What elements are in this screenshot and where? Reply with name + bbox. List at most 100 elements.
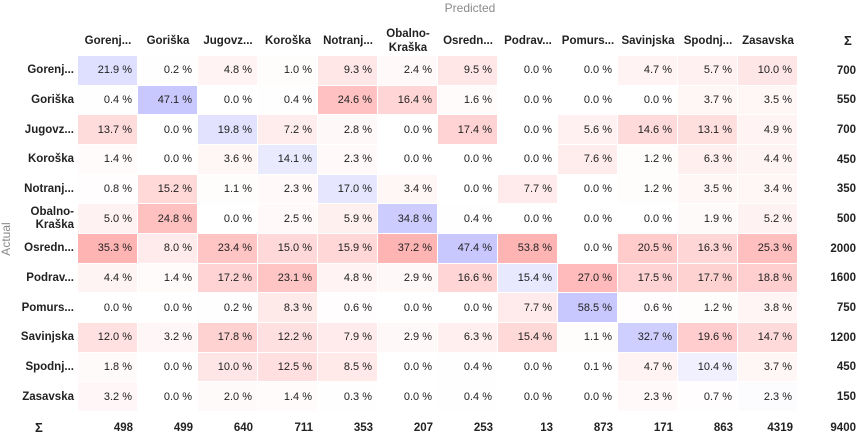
matrix-cell: 13.7 % <box>78 115 138 145</box>
column-sum: 498 <box>113 422 133 434</box>
matrix-cell: 0.0 % <box>378 382 438 412</box>
matrix-cell: 4.4 % <box>738 144 798 175</box>
matrix-cell: 1.6 % <box>438 85 498 116</box>
matrix-cell: 58.5 % <box>558 293 618 323</box>
sum-row-header: Σ <box>35 420 43 435</box>
matrix-cell: 0.0 % <box>498 85 558 116</box>
row-header: Podrav... <box>26 271 74 284</box>
column-header: Savinjska <box>621 35 675 47</box>
matrix-cell: 1.9 % <box>678 204 738 234</box>
matrix-cell: 7.9 % <box>318 322 378 353</box>
matrix-cell: 1.4 % <box>78 144 138 175</box>
matrix-cell: 8.3 % <box>258 293 318 323</box>
matrix-cell: 18.8 % <box>738 263 798 294</box>
column-sum: 253 <box>473 422 493 434</box>
matrix-cell: 0.4 % <box>438 204 498 234</box>
matrix-cell: 15.0 % <box>258 233 318 264</box>
matrix-cell: 0.0 % <box>378 293 438 323</box>
column-sum: 873 <box>593 422 613 434</box>
matrix-cell: 0.7 % <box>678 382 738 412</box>
matrix-cell: 0.0 % <box>498 144 558 175</box>
column-sum: 171 <box>653 422 673 434</box>
matrix-cell: 3.7 % <box>738 352 798 383</box>
row-header: Notranj... <box>24 182 74 195</box>
matrix-cell: 0.4 % <box>438 382 498 412</box>
matrix-cell: 7.7 % <box>498 293 558 323</box>
column-sum: 499 <box>173 422 193 434</box>
matrix-cell: 1.2 % <box>678 293 738 323</box>
matrix-cell: 0.0 % <box>498 204 558 234</box>
row-header: Koroška <box>27 153 74 166</box>
matrix-cell: 9.5 % <box>438 56 498 86</box>
matrix-cell: 6.3 % <box>678 144 738 175</box>
matrix-cell: 9.3 % <box>318 56 378 86</box>
matrix-cell: 4.7 % <box>618 352 678 383</box>
row-sum: 450 <box>836 153 856 166</box>
matrix-cell: 0.2 % <box>198 293 258 323</box>
row-sum: 700 <box>836 124 856 137</box>
matrix-cell: 1.1 % <box>558 322 618 353</box>
matrix-cell: 0.3 % <box>318 382 378 412</box>
predicted-axis-label: Predicted <box>444 1 496 15</box>
matrix-cell: 17.7 % <box>678 263 738 294</box>
column-header: Zasavska <box>742 35 794 47</box>
matrix-cell: 0.1 % <box>558 352 618 383</box>
matrix-cell: 2.3 % <box>618 382 678 412</box>
matrix-cell: 3.2 % <box>138 322 198 353</box>
column-header: Goriška <box>146 35 190 47</box>
matrix-cell: 0.0 % <box>78 293 138 323</box>
matrix-cell: 12.0 % <box>78 322 138 353</box>
matrix-cell: 24.6 % <box>318 85 378 116</box>
matrix-cell: 14.1 % <box>258 144 318 175</box>
column-header: Notranj... <box>323 35 373 47</box>
matrix-cell: 1.8 % <box>78 352 138 383</box>
matrix-cell: 32.7 % <box>618 322 678 353</box>
matrix-cell: 0.0 % <box>378 115 438 145</box>
column-header: Podrav... <box>504 35 552 47</box>
matrix-cell: 10.0 % <box>198 352 258 383</box>
matrix-cell: 5.2 % <box>738 204 798 234</box>
matrix-cell: 17.2 % <box>198 263 258 294</box>
matrix-cell: 0.0 % <box>138 382 198 412</box>
matrix-cell: 16.3 % <box>678 233 738 264</box>
matrix-cell: 25.3 % <box>738 233 798 264</box>
matrix-cell: 0.6 % <box>618 293 678 323</box>
matrix-cell: 0.0 % <box>438 144 498 175</box>
row-header: Gorenj... <box>27 64 74 77</box>
matrix-cell: 1.4 % <box>138 263 198 294</box>
matrix-cell: 34.8 % <box>378 204 438 234</box>
row-sum: 500 <box>836 213 856 226</box>
row-header: Zasavska <box>22 390 74 403</box>
matrix-cell: 2.9 % <box>378 263 438 294</box>
row-header: Pomurs... <box>21 301 74 314</box>
matrix-cell: 19.6 % <box>678 322 738 353</box>
matrix-cell: 7.7 % <box>498 174 558 205</box>
matrix-cell: 0.0 % <box>558 382 618 412</box>
matrix-cell: 53.8 % <box>498 233 558 264</box>
matrix-cell: 47.4 % <box>438 233 498 264</box>
matrix-cell: 0.6 % <box>318 293 378 323</box>
matrix-cell: 0.0 % <box>138 115 198 145</box>
matrix-cell: 0.0 % <box>378 144 438 175</box>
row-header: Obalno- Kraška <box>30 206 74 232</box>
matrix-cell: 3.5 % <box>678 174 738 205</box>
matrix-cell: 2.3 % <box>318 144 378 175</box>
column-sum: 711 <box>294 422 313 434</box>
column-header: Spodnj... <box>683 35 733 47</box>
row-sum: 350 <box>836 183 856 196</box>
matrix-cell: 2.4 % <box>378 56 438 86</box>
row-sum: 700 <box>836 64 856 77</box>
matrix-cell: 15.2 % <box>138 174 198 205</box>
row-sum: 2000 <box>830 242 856 255</box>
matrix-cell: 13.1 % <box>678 115 738 145</box>
matrix-cell: 3.8 % <box>738 293 798 323</box>
matrix-cell: 0.0 % <box>558 85 618 116</box>
matrix-cell: 0.0 % <box>498 352 558 383</box>
row-sum: 1200 <box>830 331 856 344</box>
matrix-cell: 0.4 % <box>78 85 138 116</box>
matrix-cell: 47.1 % <box>138 85 198 116</box>
matrix-cell: 8.0 % <box>138 233 198 264</box>
column-header: Koroška <box>264 35 312 47</box>
matrix-cell: 4.8 % <box>318 263 378 294</box>
matrix-cell: 16.6 % <box>438 263 498 294</box>
